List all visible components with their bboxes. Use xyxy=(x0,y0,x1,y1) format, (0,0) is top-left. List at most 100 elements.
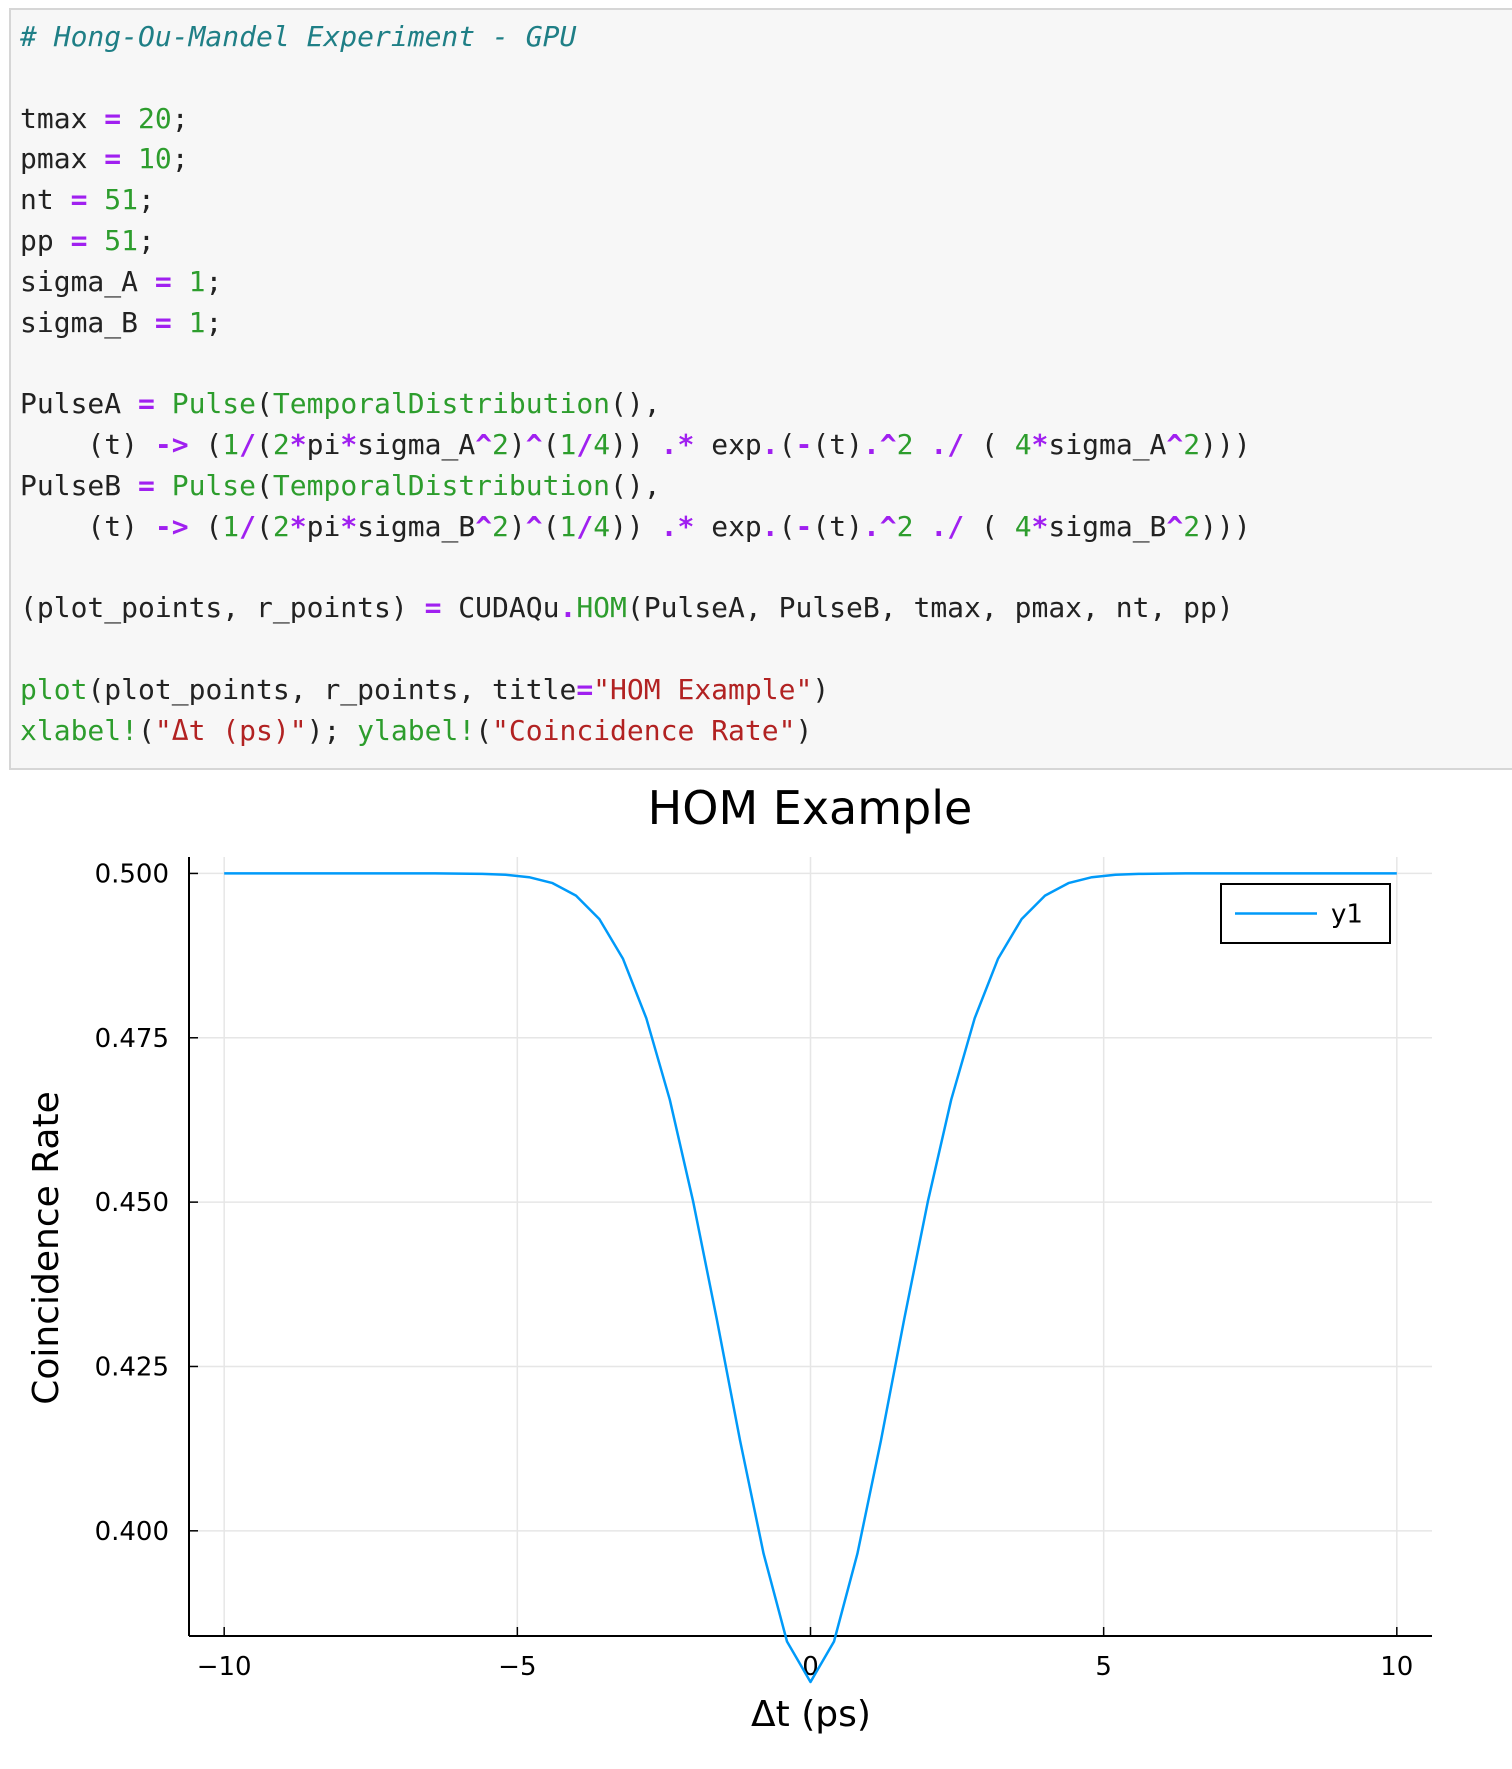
code-token: HOM xyxy=(576,591,627,625)
series xyxy=(224,872,1397,1684)
code-token xyxy=(155,387,172,420)
code-line: pmax = 10; xyxy=(20,139,189,179)
chart-title: HOM Example xyxy=(648,781,973,835)
grid xyxy=(189,857,1432,1636)
code-line: plot(plot_points, r_points, title="HOM E… xyxy=(20,670,829,710)
y-tick-label: 0.425 xyxy=(95,1352,169,1382)
code-token: sigma_B xyxy=(357,509,476,543)
code-token: / xyxy=(239,428,257,461)
code-token: ./ xyxy=(930,428,965,461)
code-token: / xyxy=(576,509,594,543)
code-token: ^ xyxy=(525,428,543,461)
code-token: ( xyxy=(542,509,560,543)
code-line: pp = 51; xyxy=(20,221,155,261)
code-token: . xyxy=(761,428,779,461)
code-token xyxy=(172,265,189,298)
code-token: * xyxy=(340,509,358,543)
series-line-y1 xyxy=(224,872,1397,1684)
code-token: . xyxy=(559,591,577,625)
code-token: 20 xyxy=(138,101,172,135)
code-line: sigma_A = 1; xyxy=(20,262,222,302)
code-token: (t) xyxy=(20,428,155,461)
code-token: xlabel! xyxy=(20,713,139,747)
code-token xyxy=(121,142,138,175)
code-token: ./ xyxy=(930,509,965,543)
code-token: ( xyxy=(256,387,273,421)
code-token: 4 xyxy=(593,509,611,543)
code-token: ))) xyxy=(1200,509,1251,543)
code-token: pi xyxy=(306,428,341,461)
code-token: 2 xyxy=(1183,428,1201,461)
code-token: ( xyxy=(256,428,273,461)
code-line: sigma_B = 1; xyxy=(20,303,222,343)
code-token: 10 xyxy=(138,142,172,176)
code-line: PulseA = Pulse(TemporalDistribution(), xyxy=(20,384,661,424)
code-token: 51 xyxy=(104,183,139,217)
code-token: ( xyxy=(542,428,560,461)
legend: y1 xyxy=(1220,883,1391,944)
code-token: ^ xyxy=(475,509,493,543)
code-token: 4 xyxy=(1014,428,1032,461)
code-token xyxy=(914,510,931,543)
code-token: nt xyxy=(20,183,71,217)
code-token: ^ xyxy=(1166,428,1184,461)
code-token: "Δt (ps)" xyxy=(154,713,307,747)
code-token: * xyxy=(1031,509,1049,543)
code-token: ))) xyxy=(1200,428,1251,461)
code-token: ( xyxy=(778,509,796,543)
code-token: * xyxy=(340,428,358,461)
code-token: 2 xyxy=(272,428,290,461)
code-token: ^ xyxy=(475,428,493,461)
code-token: ( xyxy=(778,428,796,461)
x-tick-label: 10 xyxy=(1380,1652,1413,1682)
code-token: (t) xyxy=(20,509,155,543)
code-token: 2 xyxy=(1183,509,1201,543)
code-token: .^ xyxy=(862,509,897,543)
code-line: # Hong-Ou-Mandel Experiment - GPU xyxy=(20,17,576,57)
code-token: = xyxy=(104,101,122,135)
code-token: = xyxy=(154,305,172,339)
axes: −10 −5 0 5 10 0.400 0.425 0.450 0.475 0.500 xyxy=(95,857,1432,1682)
code-token: = xyxy=(104,142,122,176)
code-token: .* xyxy=(660,428,695,461)
code-token: 2 xyxy=(492,509,509,543)
code-token: TemporalDistribution xyxy=(272,468,611,502)
code-token: (plot_points, r_points, title xyxy=(87,672,577,706)
code-token: PulseA xyxy=(20,387,139,421)
code-line: nt = 51; xyxy=(20,180,155,220)
code-token: sigma_B xyxy=(20,305,155,339)
code-token: = xyxy=(576,672,594,706)
code-token: TemporalDistribution xyxy=(272,387,611,421)
code-line: xlabel!("Δt (ps)"); ylabel!("Coincidence… xyxy=(20,711,812,751)
code-token: Pulse xyxy=(171,468,257,502)
code-line: tmax = 20; xyxy=(20,99,189,139)
code-token: = xyxy=(424,591,442,625)
code-token: ^ xyxy=(1166,509,1184,543)
code-token: / xyxy=(576,428,594,461)
code-token: 2 xyxy=(492,428,509,461)
code-token: 2 xyxy=(896,509,914,543)
plot-area: −10 −5 0 5 10 0.400 0.425 0.450 0.475 0.500 y1 HO… xyxy=(0,770,1512,1764)
code-token xyxy=(155,469,172,502)
code-token: ; xyxy=(171,101,189,135)
code-token: = xyxy=(70,183,88,217)
code-token: "Coincidence Rate" xyxy=(492,713,796,747)
code-token xyxy=(87,224,104,257)
y-axis-label: Coincidence Rate xyxy=(26,1091,67,1405)
code-token: ; xyxy=(138,183,155,217)
code-token xyxy=(914,428,931,461)
y-tick-label: 0.400 xyxy=(95,1517,169,1547)
code-token: )) xyxy=(610,509,661,543)
code-token xyxy=(172,306,189,339)
code-token: 1 xyxy=(222,509,240,543)
legend-label: y1 xyxy=(1331,900,1363,930)
code-token: plot xyxy=(20,672,88,706)
code-token: exp xyxy=(694,509,762,543)
code-token: 1 xyxy=(559,428,577,461)
code-token: ) xyxy=(812,672,830,706)
code-line: (t) -> (1/(2*pi*sigma_B^2)^(1/4)) .* exp… xyxy=(20,507,1251,547)
code-cell[interactable]: # Hong-Ou-Mandel Experiment - GPU tmax = … xyxy=(9,8,1512,770)
x-tick-label: −10 xyxy=(197,1652,252,1682)
code-token: sigma_A xyxy=(357,428,476,461)
code-token: . xyxy=(761,509,779,543)
